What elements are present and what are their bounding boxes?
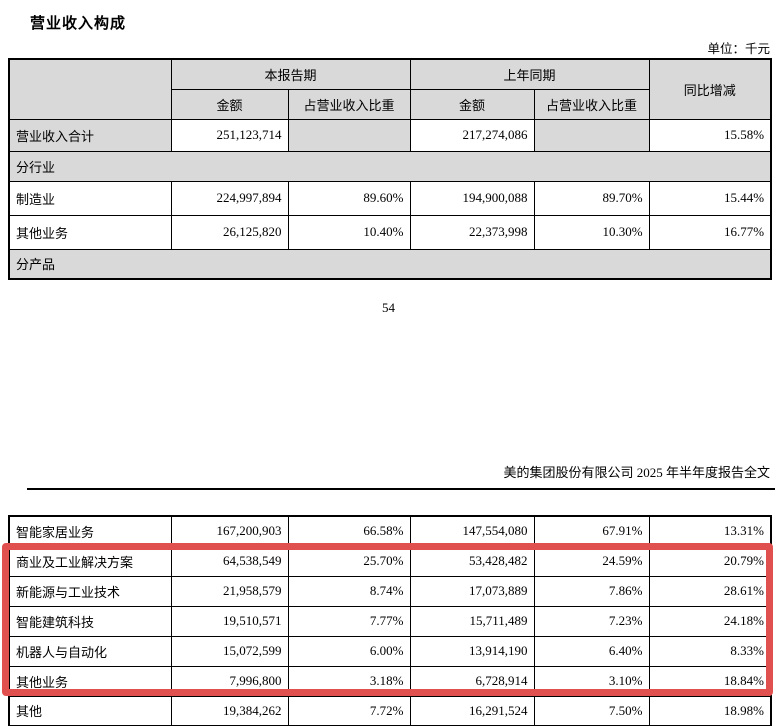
revenue-composition-table-page2: 智能家居业务 167,200,903 66.58% 147,554,080 67… xyxy=(8,515,772,726)
yoy-cell: 8.33% xyxy=(648,635,772,667)
share-prior-cell: 7.50% xyxy=(533,695,650,726)
row-label-cell: 营业收入合计 xyxy=(8,118,172,152)
share-current-cell: 7.72% xyxy=(287,695,411,726)
table-row: 商业及工业解决方案 64,538,549 25.70% 53,428,482 2… xyxy=(8,545,772,577)
amount-current-header: 金额 xyxy=(170,88,289,120)
yoy-header: 同比增减 xyxy=(648,58,772,120)
share-prior-cell xyxy=(533,118,650,152)
share-prior-header: 占营业收入比重 xyxy=(533,88,650,120)
row-label-cell: 智能建筑科技 xyxy=(8,605,172,637)
amount-prior-cell: 16,291,524 xyxy=(409,695,535,726)
amount-current-cell: 167,200,903 xyxy=(170,515,289,547)
table-row: 其他 19,384,262 7.72% 16,291,524 7.50% 18.… xyxy=(8,695,772,726)
share-prior-cell: 7.23% xyxy=(533,605,650,637)
amount-current-cell: 64,538,549 xyxy=(170,545,289,577)
revenue-composition-table-page1: 本报告期 上年同期 同比增减 金额 占营业收入比重 金额 占营业收入比重 营业收… xyxy=(8,58,773,280)
current-period-header: 本报告期 xyxy=(170,58,411,90)
unit-label: 单位：千元 xyxy=(707,42,770,56)
yoy-cell: 15.58% xyxy=(648,118,772,152)
amount-prior-cell: 147,554,080 xyxy=(409,515,535,547)
amount-current-cell: 21,958,579 xyxy=(170,575,289,607)
share-current-cell: 6.00% xyxy=(287,635,411,667)
row-label-cell: 新能源与工业技术 xyxy=(8,575,172,607)
table-row: 制造业 224,997,894 89.60% 194,900,088 89.70… xyxy=(8,180,772,216)
share-current-header: 占营业收入比重 xyxy=(287,88,411,120)
yoy-cell: 13.31% xyxy=(648,515,772,547)
amount-prior-header: 金额 xyxy=(409,88,535,120)
amount-prior-cell: 13,914,190 xyxy=(409,635,535,667)
yoy-cell: 28.61% xyxy=(648,575,772,607)
share-current-cell: 7.77% xyxy=(287,605,411,637)
share-current-cell: 8.74% xyxy=(287,575,411,607)
share-current-cell xyxy=(287,118,411,152)
table-row: 其他业务 26,125,820 10.40% 22,373,998 10.30%… xyxy=(8,214,772,250)
page-number: 54 xyxy=(382,300,395,315)
amount-current-cell: 19,384,262 xyxy=(170,695,289,726)
amount-prior-cell: 17,073,889 xyxy=(409,575,535,607)
share-current-cell: 10.40% xyxy=(287,214,411,250)
yoy-cell: 18.98% xyxy=(648,695,772,726)
row-label-cell: 智能家居业务 xyxy=(8,515,172,547)
yoy-cell: 24.18% xyxy=(648,605,772,637)
section-label-cell: 分产品 xyxy=(8,248,772,280)
share-current-cell: 89.60% xyxy=(287,180,411,216)
share-prior-cell: 89.70% xyxy=(533,180,650,216)
share-prior-cell: 6.40% xyxy=(533,635,650,667)
row-label-cell: 商业及工业解决方案 xyxy=(8,545,172,577)
row-label-cell: 其他业务 xyxy=(8,665,172,697)
amount-current-cell: 251,123,714 xyxy=(170,118,289,152)
section-row: 分产品 xyxy=(8,248,772,280)
amount-current-cell: 19,510,571 xyxy=(170,605,289,637)
prior-period-header: 上年同期 xyxy=(409,58,650,90)
amount-prior-cell: 217,274,086 xyxy=(409,118,535,152)
share-current-cell: 66.58% xyxy=(287,515,411,547)
page2-header-rule xyxy=(27,488,775,490)
yoy-cell: 16.77% xyxy=(648,214,772,250)
share-prior-cell: 10.30% xyxy=(533,214,650,250)
section-label-cell: 分行业 xyxy=(8,150,772,182)
row-label-cell: 其他 xyxy=(8,695,172,726)
yoy-cell: 15.44% xyxy=(648,180,772,216)
amount-current-cell: 224,997,894 xyxy=(170,180,289,216)
share-prior-cell: 3.10% xyxy=(533,665,650,697)
amount-current-cell: 7,996,800 xyxy=(170,665,289,697)
section-title: 营业收入构成 xyxy=(30,16,127,32)
share-current-cell: 3.18% xyxy=(287,665,411,697)
share-prior-cell: 24.59% xyxy=(533,545,650,577)
table-row: 机器人与自动化 15,072,599 6.00% 13,914,190 6.40… xyxy=(8,635,772,667)
table-row: 营业收入合计 251,123,714 217,274,086 15.58% xyxy=(8,118,772,152)
share-current-cell: 25.70% xyxy=(287,545,411,577)
yoy-cell: 20.79% xyxy=(648,545,772,577)
amount-prior-cell: 15,711,489 xyxy=(409,605,535,637)
table-header-row-groups: 本报告期 上年同期 同比增减 xyxy=(8,58,772,120)
yoy-cell: 18.84% xyxy=(648,665,772,697)
table-row: 新能源与工业技术 21,958,579 8.74% 17,073,889 7.8… xyxy=(8,575,772,607)
table-header-row-columns: 金额 占营业收入比重 金额 占营业收入比重 xyxy=(9,88,771,120)
corner-cell xyxy=(8,58,172,120)
table-row: 其他业务 7,996,800 3.18% 6,728,914 3.10% 18.… xyxy=(8,665,772,697)
share-prior-cell: 7.86% xyxy=(533,575,650,607)
table-row: 智能建筑科技 19,510,571 7.77% 15,711,489 7.23%… xyxy=(8,605,772,637)
amount-current-cell: 15,072,599 xyxy=(170,635,289,667)
share-prior-cell: 67.91% xyxy=(533,515,650,547)
row-label-cell: 机器人与自动化 xyxy=(8,635,172,667)
amount-current-cell: 26,125,820 xyxy=(170,214,289,250)
amount-prior-cell: 22,373,998 xyxy=(409,214,535,250)
amount-prior-cell: 53,428,482 xyxy=(409,545,535,577)
table-row: 智能家居业务 167,200,903 66.58% 147,554,080 67… xyxy=(8,515,772,547)
row-label-cell: 其他业务 xyxy=(8,214,172,250)
amount-prior-cell: 6,728,914 xyxy=(409,665,535,697)
page2-header-text: 美的集团股份有限公司 2025 年半年度报告全文 xyxy=(503,465,770,480)
amount-prior-cell: 194,900,088 xyxy=(409,180,535,216)
section-row: 分行业 xyxy=(8,150,772,182)
row-label-cell: 制造业 xyxy=(8,180,172,216)
